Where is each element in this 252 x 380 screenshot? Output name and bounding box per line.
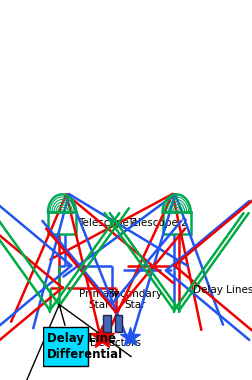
FancyBboxPatch shape	[115, 315, 122, 332]
FancyBboxPatch shape	[103, 315, 111, 332]
Text: Telescope 1: Telescope 1	[78, 218, 139, 228]
Polygon shape	[163, 195, 191, 212]
Text: Telescope 2: Telescope 2	[127, 218, 188, 228]
FancyBboxPatch shape	[48, 212, 76, 234]
Text: Secondary
Star: Secondary Star	[107, 288, 163, 310]
Polygon shape	[48, 195, 76, 212]
FancyBboxPatch shape	[43, 327, 88, 366]
Text: Delay Lines: Delay Lines	[193, 285, 252, 295]
Text: Detectors: Detectors	[90, 338, 141, 348]
FancyBboxPatch shape	[163, 212, 191, 234]
Text: Delay Line
Differential: Delay Line Differential	[47, 332, 123, 361]
Text: Primary
Star: Primary Star	[79, 288, 119, 310]
